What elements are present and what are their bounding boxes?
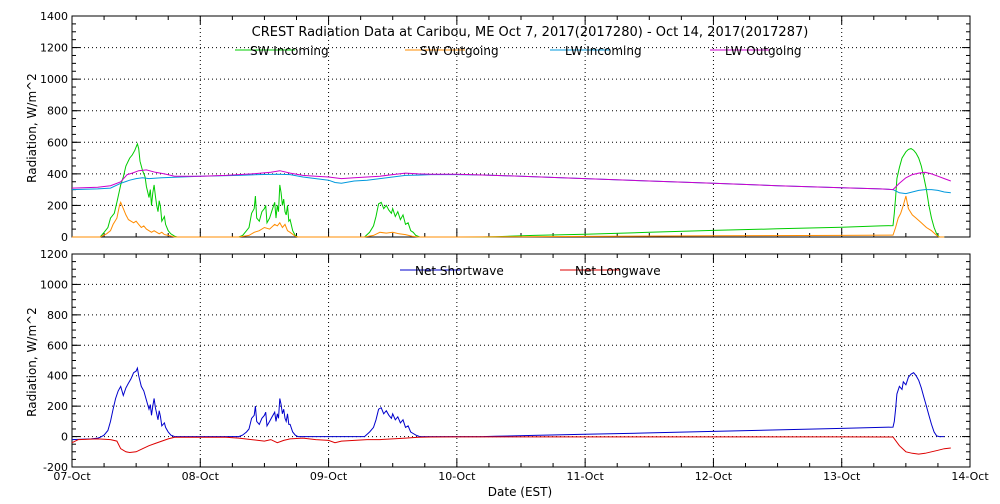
x-tick-label: 13-Oct [823,470,861,483]
top-y-tick-label: 1400 [40,10,68,23]
top-plot-frame [71,15,971,238]
x-tick-label: 14-Oct [951,470,989,483]
legend-label: Net Longwave [575,264,661,278]
bottom-y-tick-label: 1000 [40,278,68,291]
top-y-tick-label: 0 [61,231,68,244]
series-line-sw-incoming [72,142,945,238]
bottom-y-tick-label: 600 [47,339,68,352]
top-y-tick-label: 200 [47,199,68,212]
series-line-net-longwave [71,436,951,455]
bottom-y-tick-label: -200 [43,461,68,474]
top-y-tick-label: 800 [47,105,68,118]
bottom-y-axis-label: Radiation, W/m^2 [25,307,39,417]
bottom-y-tick-label: 400 [47,370,68,383]
bottom-y-tick-label: 0 [61,431,68,444]
top-y-axis-label: Radiation, W/m^2 [25,73,39,183]
top-y-tick-label: 1200 [40,42,68,55]
legend-label: Net Shortwave [415,264,504,278]
x-tick-label: 11-Oct [566,470,604,483]
series-line-lw-outgoing [71,169,951,191]
x-tick-label: 08-Oct [182,470,220,483]
top-y-tick-label: 600 [47,136,68,149]
bottom-y-tick-label: 800 [47,309,68,322]
legend-label: SW Incoming [250,44,329,58]
x-tick-label: 12-Oct [695,470,733,483]
bottom-y-tick-label: 200 [47,400,68,413]
series-line-net-shortwave [71,366,945,441]
legend-label: SW Outgoing [420,44,499,58]
bottom-panel: -200 0 200 400 600 800 1000 1200 07-Oct 08-Oct 09-… [40,248,989,483]
bottom-y-tick-label: 1200 [40,248,68,261]
top-y-tick-label: 1000 [40,73,68,86]
series-line-lw-incoming [71,173,951,195]
x-tick-label: 09-Oct [310,470,348,483]
bottom-plot-frame [71,253,971,468]
legend-label: LW Incoming [565,44,642,58]
chart-title: CREST Radiation Data at Caribou, ME Oct … [252,25,809,40]
x-axis-label: Date (EST) [488,485,552,499]
x-tick-label: 10-Oct [438,470,476,483]
top-y-tick-label: 400 [47,168,68,181]
x-tick-label: 07-Oct [53,470,91,483]
series-line-sw-outgoing [72,195,945,238]
legend-label: LW Outgoing [725,44,802,58]
top-panel: 0 200 400 600 800 1000 1200 1400 SW Incoming SW O… [40,10,971,244]
